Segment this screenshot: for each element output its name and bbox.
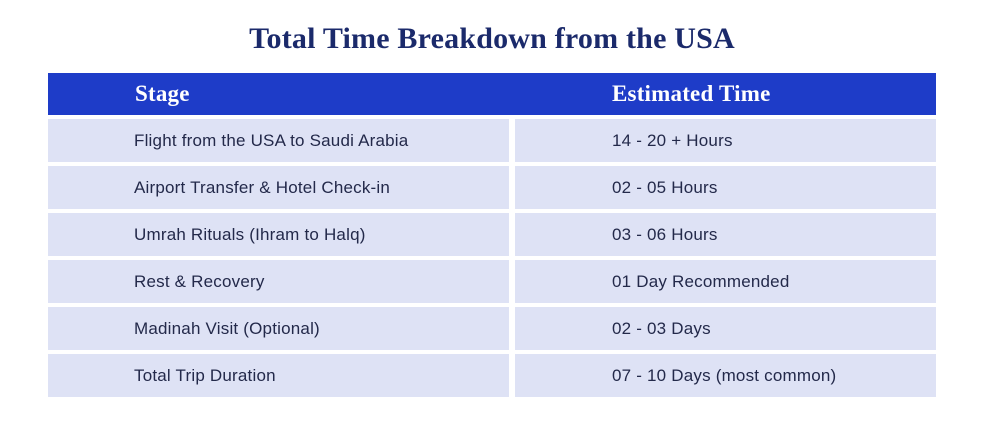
table-row: Flight from the USA to Saudi Arabia 14 -… [48, 119, 936, 162]
table-row: Madinah Visit (Optional) 02 - 03 Days [48, 307, 936, 350]
table-row: Total Trip Duration 07 - 10 Days (most c… [48, 354, 936, 397]
stage-cell: Flight from the USA to Saudi Arabia [48, 119, 509, 162]
time-cell: 02 - 05 Hours [515, 166, 936, 209]
stage-cell: Airport Transfer & Hotel Check-in [48, 166, 509, 209]
table-row: Airport Transfer & Hotel Check-in 02 - 0… [48, 166, 936, 209]
table-row: Umrah Rituals (Ihram to Halq) 03 - 06 Ho… [48, 213, 936, 256]
time-breakdown-table: Stage Estimated Time Flight from the USA… [48, 73, 936, 397]
stage-cell: Madinah Visit (Optional) [48, 307, 509, 350]
table-header-row: Stage Estimated Time [48, 73, 936, 115]
column-header-stage: Stage [135, 81, 190, 106]
time-cell: 14 - 20 + Hours [515, 119, 936, 162]
time-cell: 02 - 03 Days [515, 307, 936, 350]
time-cell: 03 - 06 Hours [515, 213, 936, 256]
time-cell: 01 Day Recommended [515, 260, 936, 303]
table-row: Rest & Recovery 01 Day Recommended [48, 260, 936, 303]
stage-cell: Umrah Rituals (Ihram to Halq) [48, 213, 509, 256]
stage-cell: Rest & Recovery [48, 260, 509, 303]
time-cell: 07 - 10 Days (most common) [515, 354, 936, 397]
page-title: Total Time Breakdown from the USA [249, 22, 735, 55]
column-header-estimated-time: Estimated Time [612, 81, 771, 106]
stage-cell: Total Trip Duration [48, 354, 509, 397]
